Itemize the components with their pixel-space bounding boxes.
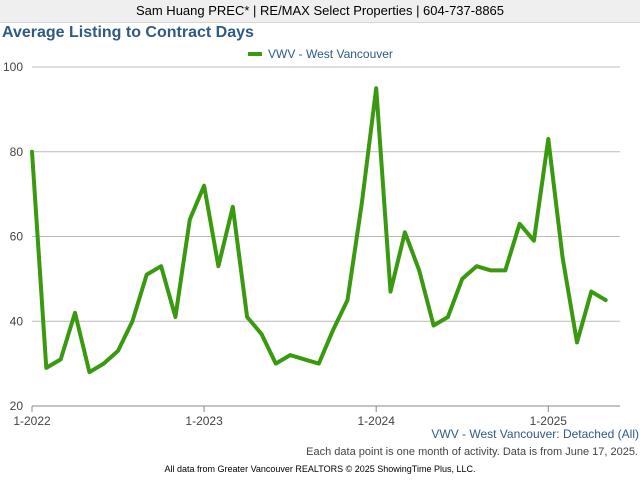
legend-label: VWV - West Vancouver	[268, 47, 393, 61]
data-note: Each data point is one month of activity…	[306, 446, 638, 458]
y-tick-label: 40	[10, 314, 24, 328]
agent-info: Sam Huang PREC* | RE/MAX Select Properti…	[135, 3, 505, 18]
x-tick-label: 1-2023	[185, 414, 223, 428]
y-tick-label: 60	[10, 230, 24, 244]
x-tick-label: 1-2022	[13, 414, 51, 428]
agent-header-bar: Sam Huang PREC* | RE/MAX Select Properti…	[0, 0, 640, 23]
x-tick-label: 1-2025	[530, 414, 568, 428]
chart-legend: VWV - West Vancouver	[248, 46, 393, 62]
chart-title: Average Listing to Contract Days	[2, 24, 254, 41]
x-tick-label: 1-2024	[358, 414, 396, 428]
legend-swatch	[248, 52, 262, 56]
source-footer: All data from Greater Vancouver REALTORS…	[164, 464, 476, 474]
y-tick-label: 100	[3, 60, 23, 74]
axes: 20 40 60 80 100 1-2022 1-2023 1-2024 1-2025	[3, 60, 620, 428]
series-line	[30, 86, 608, 375]
y-tick-label: 20	[10, 399, 24, 413]
grid-lines	[32, 66, 620, 322]
chart-subtitle: VWV - West Vancouver: Detached (All)	[431, 427, 639, 441]
y-tick-label: 80	[10, 145, 24, 159]
series-layer	[30, 86, 608, 375]
line-chart: 20 40 60 80 100 1-2022 1-2023 1-2024 1-2025	[3, 60, 620, 428]
